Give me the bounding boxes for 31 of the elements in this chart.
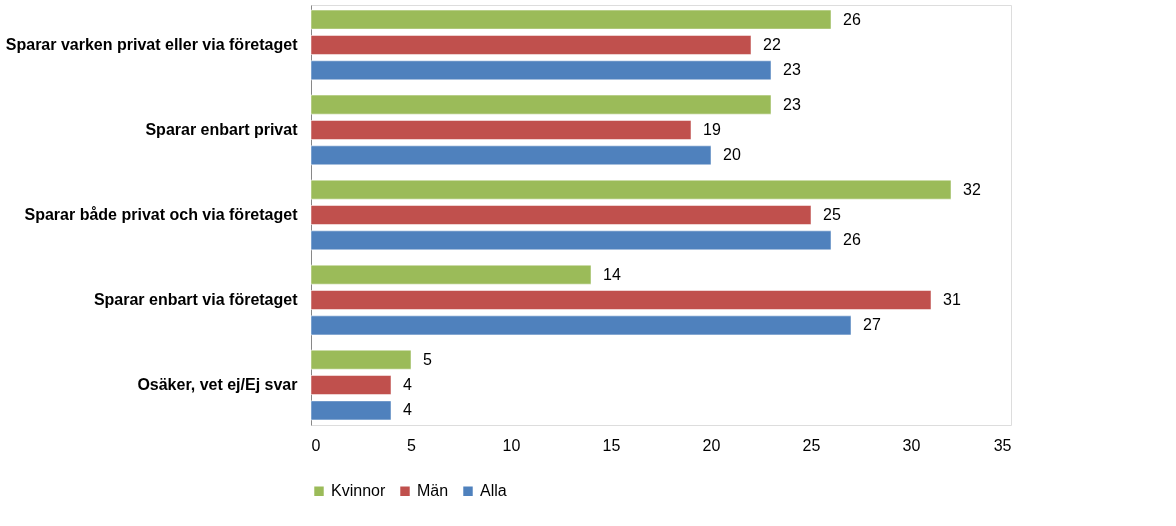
data-label: 32: [963, 180, 981, 198]
data-label: 25: [823, 206, 841, 223]
data-label: 5: [423, 350, 432, 368]
data-label: 27: [863, 316, 881, 334]
x-tick-label: 25: [802, 436, 821, 454]
legend-label: Kvinnor: [331, 482, 386, 500]
x-tick-label: 20: [702, 436, 721, 454]
y-tick-label: Sparar enbart via företaget: [93, 291, 299, 309]
y-tick-label: Sparar varken privat eller via företaget: [5, 35, 299, 53]
data-label: 22: [763, 35, 781, 53]
legend-label: Män: [417, 482, 449, 500]
data-label: 23: [783, 61, 801, 79]
data-label: 26: [843, 10, 861, 28]
x-tick-label: 10: [502, 436, 521, 454]
data-label: 23: [783, 95, 801, 113]
y-tick-label: Sparar både privat och via företaget: [24, 206, 299, 223]
data-label: 14: [603, 265, 621, 283]
data-label: 19: [703, 120, 721, 138]
data-label: 26: [843, 231, 861, 249]
y-tick-label: Sparar enbart privat: [145, 120, 299, 138]
legend-label: Alla: [480, 482, 507, 500]
x-tick-label: 35: [993, 436, 1012, 454]
data-label: 20: [723, 146, 741, 164]
x-tick-label: 30: [902, 436, 921, 454]
x-tick-label: 0: [311, 436, 321, 454]
x-tick-label: 5: [407, 436, 417, 454]
data-label: 31: [943, 291, 961, 309]
data-label: 4: [403, 376, 412, 394]
x-tick-label: 15: [602, 436, 621, 454]
y-tick-label: Osäker, vet ej/Ej svar: [137, 376, 298, 394]
data-label: 4: [403, 401, 412, 419]
